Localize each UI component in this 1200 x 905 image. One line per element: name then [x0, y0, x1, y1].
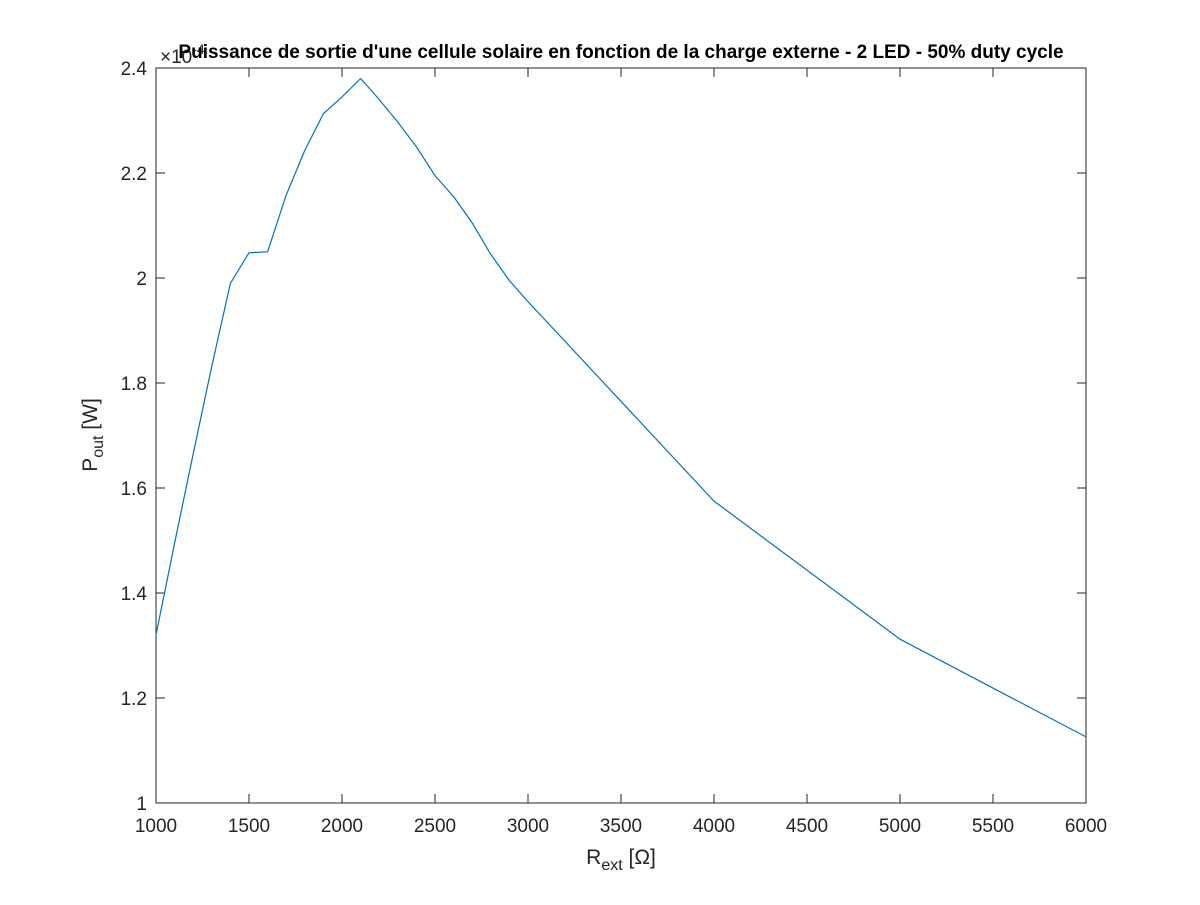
x-tick-label: 5500 [972, 816, 1014, 837]
plot-area [155, 67, 1087, 804]
x-axis-label: Rext [Ω] [586, 846, 656, 874]
x-tick-label: 2000 [321, 816, 363, 837]
y-exponent-base: ×10 [160, 47, 192, 68]
y-label-unit: [W] [79, 398, 102, 435]
y-label-sub: out [90, 435, 107, 458]
series-layer [155, 77, 1087, 738]
x-tick-label: 2500 [414, 816, 456, 837]
x-label-unit: [Ω] [623, 846, 656, 869]
y-tick-label: 1.8 [121, 374, 147, 395]
y-axis-exponent: ×10-4 [160, 41, 205, 68]
x-tick-label: 3500 [600, 816, 642, 837]
y-tick-label: 1 [136, 794, 147, 815]
y-axis-ticks: 1 1.2 1.4 1.6 1.8 2 2.2 2.4 [121, 59, 1086, 815]
y-tick-label: 2 [136, 269, 147, 290]
y-tick-label: 1.6 [121, 479, 147, 500]
x-label-main: R [586, 846, 601, 869]
y-tick-label: 1.2 [121, 689, 147, 710]
x-axis-ticks: 1000 1500 2000 2500 3000 3500 4000 4500 5000 5500… [135, 68, 1107, 837]
y-tick-label: 2.2 [121, 164, 147, 185]
x-label-sub: ext [601, 857, 623, 874]
y-tick-label: 2.4 [121, 59, 148, 80]
x-tick-label: 1500 [228, 816, 270, 837]
y-tick-label: 1.4 [121, 584, 148, 605]
x-tick-label: 4500 [786, 816, 828, 837]
x-tick-label: 6000 [1065, 816, 1107, 837]
y-label-main: P [79, 458, 102, 472]
y-axis-label: Pout [W] [79, 398, 107, 472]
series-line-1 [155, 77, 1087, 738]
y-exponent-power: -4 [192, 41, 205, 57]
x-tick-label: 3000 [507, 816, 549, 837]
chart-title: Puissance de sortie d'une cellule solair… [178, 42, 1063, 63]
x-tick-label: 4000 [693, 816, 735, 837]
x-tick-label: 1000 [135, 816, 177, 837]
x-tick-label: 5000 [879, 816, 921, 837]
